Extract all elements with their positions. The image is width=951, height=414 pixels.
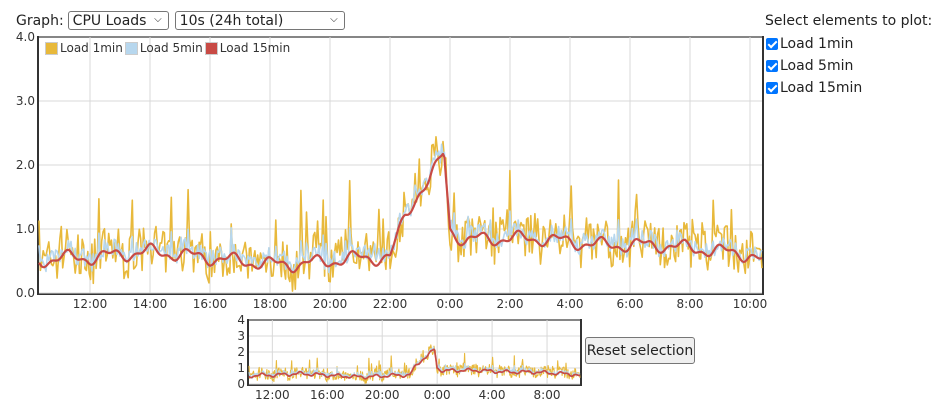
- main-series-load-5min: [38, 143, 763, 274]
- chevron-down-icon: ⌵: [154, 14, 162, 25]
- checkbox-row-load-15min[interactable]: Load 15min: [765, 77, 932, 99]
- main-x-tick-label: 20:00: [313, 297, 348, 311]
- main-x-tick-label: 8:00: [677, 297, 704, 311]
- legend-swatch: [204, 41, 218, 55]
- plot-element-selector: Select elements to plot: Load 1min Load …: [765, 13, 932, 99]
- overview-series-load-1min: [248, 344, 581, 385]
- legend-label: Load 1min: [60, 41, 123, 55]
- main-y-tick-label: 0.0: [16, 286, 35, 300]
- overview-series-load-15min: [248, 348, 581, 380]
- overview-x-tick-label: 4:00: [479, 388, 506, 402]
- graph-controls: Graph: CPU Loads ⌵ 10s (24h total) ⌵: [16, 11, 345, 30]
- checkbox-label[interactable]: Load 15min: [780, 80, 863, 96]
- main-x-tick-label: 12:00: [73, 297, 108, 311]
- overview-x-tick-label: 8:00: [534, 388, 561, 402]
- overview-y-tick-label: 4: [237, 313, 245, 327]
- main-x-tick-label: 22:00: [373, 297, 408, 311]
- checkbox-label[interactable]: Load 1min: [780, 36, 854, 52]
- main-x-tick-label: 4:00: [557, 297, 584, 311]
- overview-x-tick-label: 12:00: [255, 388, 290, 402]
- checkbox-row-load-1min[interactable]: Load 1min: [765, 33, 932, 55]
- overview-y-tick-label: 2: [237, 345, 245, 359]
- chart-legend: Load 1min Load 5min Load 15min: [45, 41, 292, 55]
- overview-y-tick-label: 1: [237, 361, 245, 375]
- graph-select-value: CPU Loads: [72, 12, 147, 29]
- overview-x-tick-label: 0:00: [424, 388, 451, 402]
- chevron-down-icon: ⌵: [330, 14, 338, 25]
- selector-title: Select elements to plot:: [765, 13, 933, 29]
- main-series-load-15min: [38, 152, 763, 274]
- main-y-tick-label: 4.0: [16, 30, 35, 44]
- checkbox-load-15min[interactable]: [766, 82, 778, 94]
- legend-item-load-15min[interactable]: Load 15min: [204, 41, 291, 55]
- overview-x-tick-label: 16:00: [310, 388, 345, 402]
- main-x-tick-label: 2:00: [497, 297, 524, 311]
- checkbox-load-1min[interactable]: [766, 38, 778, 50]
- range-select[interactable]: 10s (24h total) ⌵: [174, 11, 345, 30]
- main-chart: 0.0 1.0 2.0 3.0 4.0 12:00 14:00 16:00 18:00 20:00…: [16, 30, 768, 311]
- graph-select[interactable]: CPU Loads ⌵: [67, 11, 169, 30]
- main-x-tick-label: 10:00: [733, 297, 768, 311]
- main-x-tick-label: 18:00: [253, 297, 288, 311]
- reset-selection-button[interactable]: Reset selection: [585, 337, 695, 364]
- checkbox-load-5min[interactable]: [766, 60, 778, 72]
- overview-y-tick-label: 3: [237, 329, 245, 343]
- main-x-tick-label: 0:00: [437, 297, 464, 311]
- checkbox-label[interactable]: Load 5min: [780, 58, 854, 74]
- graph-label: Graph:: [16, 12, 64, 29]
- legend-label: Load 15min: [219, 41, 291, 55]
- legend-swatch: [45, 41, 58, 55]
- main-series-load-1min: [38, 136, 763, 292]
- range-select-value: 10s (24h total): [179, 12, 284, 29]
- legend-item-load-1min[interactable]: Load 1min: [45, 41, 123, 55]
- main-x-tick-label: 16:00: [193, 297, 228, 311]
- checkbox-row-load-5min[interactable]: Load 5min: [765, 55, 932, 77]
- legend-item-load-5min[interactable]: Load 5min: [124, 41, 203, 55]
- main-y-tick-label: 3.0: [16, 94, 35, 108]
- overview-x-tick-label: 20:00: [365, 388, 400, 402]
- main-y-tick-label: 2.0: [16, 158, 35, 172]
- main-x-tick-label: 14:00: [133, 297, 168, 311]
- legend-label: Load 5min: [139, 41, 203, 55]
- overview-y-tick-label: 0: [237, 377, 245, 391]
- main-x-tick-label: 6:00: [617, 297, 644, 311]
- legend-swatch: [124, 41, 138, 55]
- main-y-tick-label: 1.0: [16, 222, 35, 236]
